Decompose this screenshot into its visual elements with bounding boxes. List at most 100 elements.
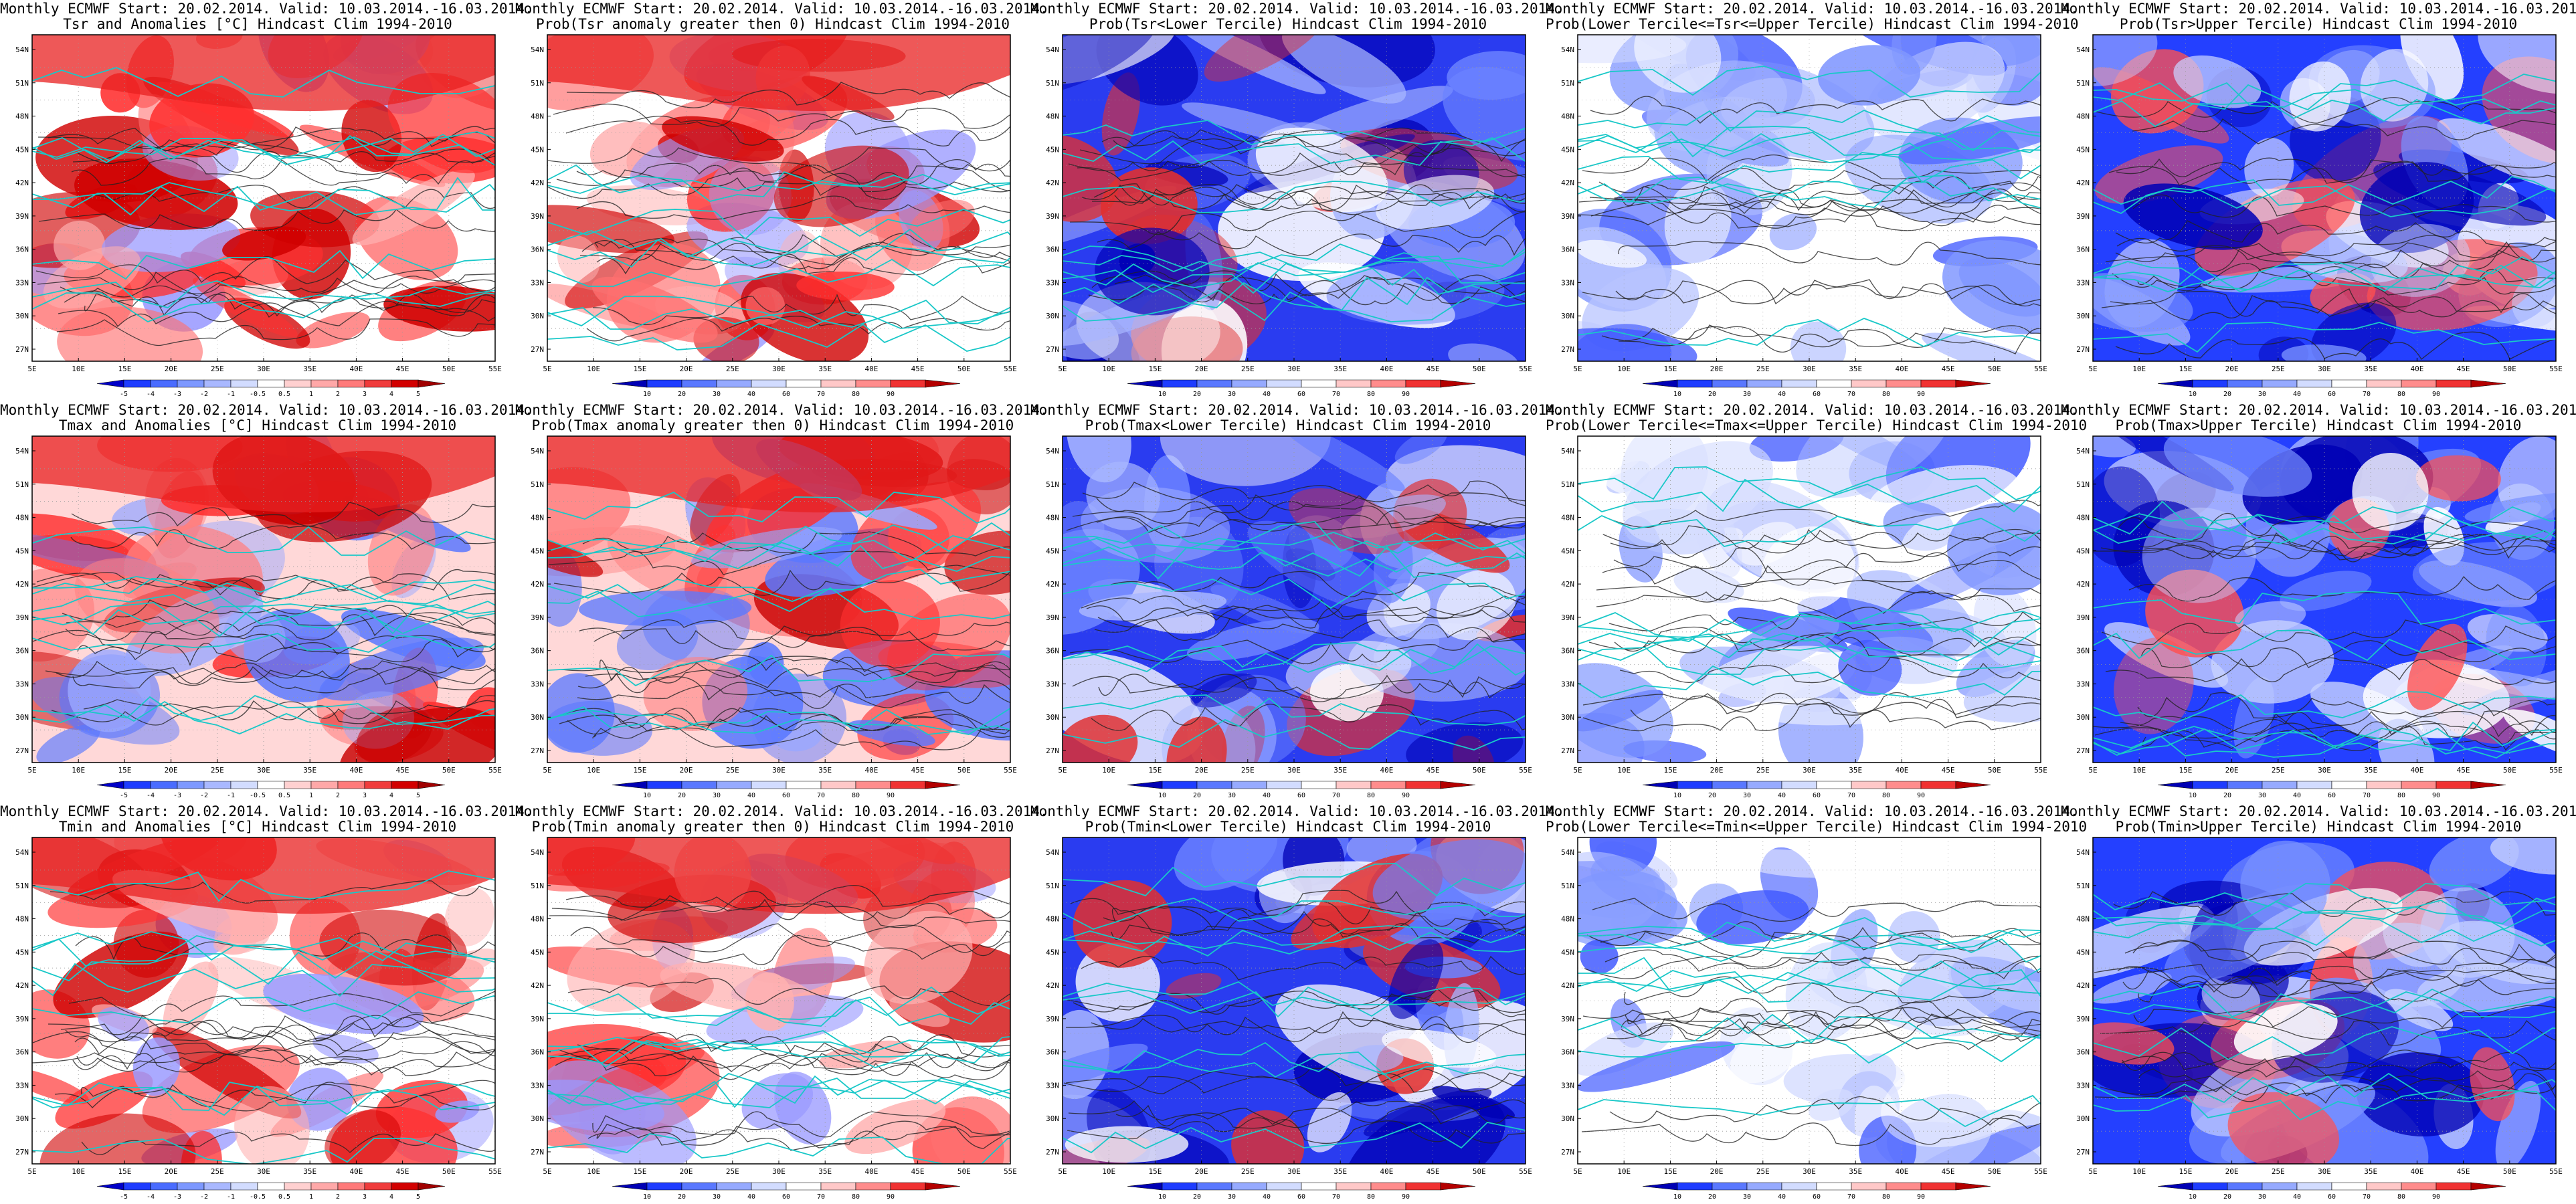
field-shading (1081, 487, 1230, 563)
colorbar-label: 90 (1917, 391, 1925, 398)
map-figure: 54N 51N 48N 45N 42N 39N 36N 33N 30N 27N 5E 10E 15E 20… (531, 34, 1017, 398)
colorbar-segment (2192, 781, 2228, 789)
orography-contour (566, 82, 1010, 108)
orography-contour (1115, 1099, 1526, 1129)
lon-tick-label: 45E (911, 766, 925, 775)
orography-contour (1096, 492, 1526, 514)
orography-contour (547, 147, 1010, 174)
colorbar-segment (2157, 1182, 2193, 1191)
field-shading (234, 1086, 310, 1164)
colorbar-label: 80 (852, 391, 860, 398)
coastline (2093, 906, 2556, 930)
lon-tick-label: 5E (2088, 365, 2097, 373)
lon-tick-label: 45E (1942, 766, 1955, 775)
colorbar-label: 70 (1332, 391, 1340, 398)
field-shading (2415, 455, 2501, 502)
colorbar-label: 40 (747, 391, 755, 398)
colorbar-label: 70 (1847, 792, 1855, 799)
field-shading (2093, 273, 2193, 332)
orography-contour (553, 569, 1010, 596)
colorbar-label: 30 (2258, 792, 2266, 799)
orography-contour (76, 139, 495, 165)
lat-tick-label: 36N (531, 647, 544, 656)
lon-tick-label: 55E (1519, 1167, 1532, 1176)
lat-tick-label: 30N (1561, 312, 1574, 320)
lat-tick-label: 39N (1046, 1015, 1059, 1023)
lon-tick-label: 40E (1895, 365, 1908, 373)
field-shading (1204, 35, 1329, 82)
map-figure: 54N 51N 48N 45N 42N 39N 36N 33N 30N 27N 5E 10E 15E 20… (1561, 435, 2047, 799)
coastline (547, 569, 1010, 602)
colorbar-segment (855, 1182, 891, 1191)
colorbar-segment (2262, 1182, 2298, 1191)
lat-tick-label: 33N (1561, 1081, 1574, 1090)
coastline (547, 654, 1010, 687)
lat-tick-label: 45N (15, 145, 29, 154)
lat-tick-label: 45N (1046, 145, 1059, 154)
colorbar-label: 20 (678, 391, 686, 398)
colorbar-label: 40 (2293, 1193, 2301, 1201)
field-shading (2227, 1092, 2340, 1164)
orography-contour (65, 614, 495, 641)
colorbar-segment (364, 1182, 392, 1191)
field-shading (1284, 86, 1453, 146)
coastline (1063, 136, 1526, 166)
lon-tick-label: 50E (1473, 365, 1486, 373)
lon-tick-label: 40E (349, 1167, 363, 1176)
lat-tick-label: 54N (1561, 45, 1574, 54)
orography-contour (2132, 939, 2556, 963)
lon-tick-label: 30E (2318, 1167, 2331, 1176)
lon-tick-label: 25E (211, 1167, 224, 1176)
colorbar-segment (177, 781, 205, 789)
lat-tick-label: 48N (531, 112, 544, 121)
lon-tick-label: 10E (1617, 766, 1631, 775)
colorbar-label: 40 (2293, 391, 2301, 398)
panel-title-line1: Monthly ECMWF Start: 20.02.2014. Valid: … (2061, 402, 2576, 418)
coastline (547, 299, 1010, 330)
colorbar: 10 20 30 40 60 70 80 90 (612, 1182, 961, 1201)
orography-contour (1613, 546, 2041, 574)
orography-contour (1110, 571, 1526, 598)
field-shading (1063, 35, 1157, 96)
colorbar-segment (2262, 379, 2298, 388)
coastline (547, 296, 1010, 329)
orography-contour (2132, 194, 2556, 223)
colorbar-label: 40 (1263, 1193, 1271, 1201)
orography-contour (555, 1055, 1010, 1080)
colorbar-segment (123, 379, 151, 388)
field-shading (1131, 316, 1243, 361)
orography-contour (1615, 279, 2041, 305)
colorbar-segment (337, 781, 365, 789)
field-shading (1947, 502, 2041, 596)
colorbar-segment (1677, 1182, 1713, 1191)
colorbar-segment (1196, 1182, 1232, 1191)
lat-tick-label: 33N (2076, 680, 2090, 688)
field-shading (325, 1110, 401, 1164)
field-shading (296, 312, 370, 348)
colorbar: 10 20 30 40 60 70 80 90 (2157, 1182, 2506, 1201)
lon-tick-label: 15E (2179, 365, 2192, 373)
lon-tick-label: 55E (2034, 766, 2047, 775)
colorbar-segment (150, 1182, 178, 1191)
colorbar-label: 80 (1882, 1193, 1890, 1201)
map-figure: 54N 51N 48N 45N 42N 39N 36N 33N 30N 27N 5E 10E 15E 20… (531, 435, 1017, 799)
colorbar-label: 90 (2432, 391, 2440, 398)
lon-tick-label: 10E (2132, 766, 2146, 775)
lat-tick-label: 54N (531, 45, 544, 54)
lon-tick-label: 35E (1849, 766, 1862, 775)
coastline (1063, 863, 1526, 897)
lat-tick-label: 42N (531, 179, 544, 187)
orography-contour (1582, 1000, 2041, 1030)
coastline (1063, 546, 1526, 580)
field-shading (1696, 890, 1809, 944)
orography-contour (62, 599, 495, 626)
lat-tick-label: 48N (1561, 112, 1574, 121)
colorbar-label: 60 (1813, 1193, 1821, 1201)
colorbar-label: -2 (200, 1193, 208, 1201)
coastline (547, 209, 1010, 240)
lon-tick-label: 25E (726, 365, 739, 373)
lat-tick-label: 33N (531, 278, 544, 287)
colorbar-segment (96, 1182, 124, 1191)
orography-contour (2137, 692, 2556, 719)
coastline (32, 594, 495, 625)
